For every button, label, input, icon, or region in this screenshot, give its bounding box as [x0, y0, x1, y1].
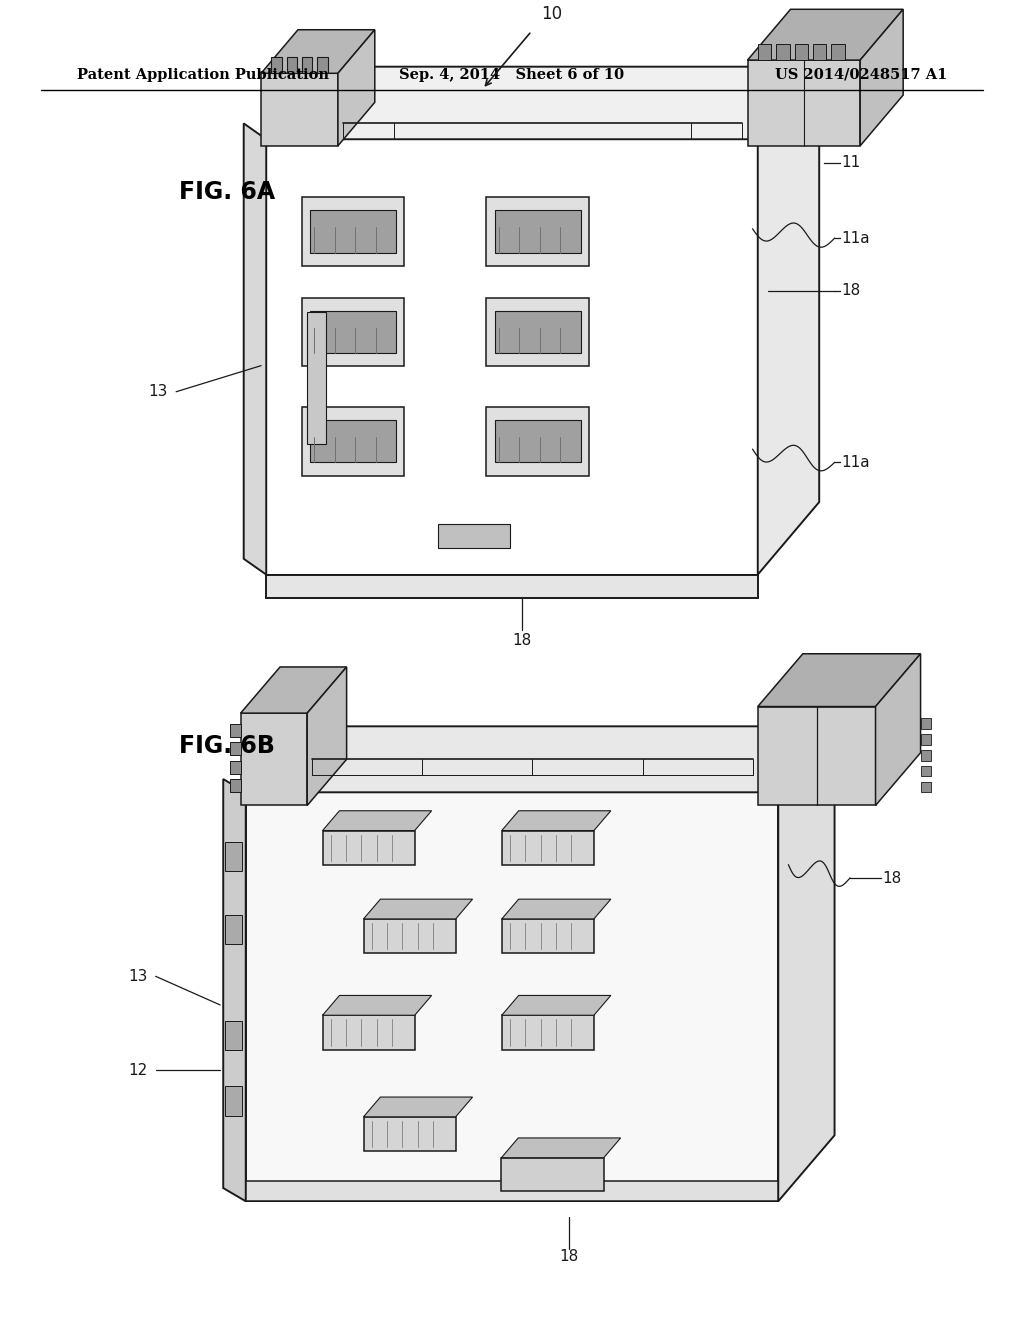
Polygon shape — [778, 726, 835, 1201]
Text: 11: 11 — [842, 156, 861, 170]
Bar — [831, 45, 845, 61]
Polygon shape — [246, 726, 835, 792]
Text: Sep. 4, 2014   Sheet 6 of 10: Sep. 4, 2014 Sheet 6 of 10 — [399, 67, 625, 82]
Bar — [302, 197, 404, 265]
Bar — [317, 58, 328, 74]
Bar — [246, 792, 778, 1201]
Bar — [261, 74, 338, 145]
Polygon shape — [338, 30, 375, 145]
Polygon shape — [502, 919, 594, 953]
Bar — [813, 45, 826, 61]
Polygon shape — [241, 667, 346, 713]
Polygon shape — [266, 574, 758, 598]
Bar — [225, 1020, 243, 1049]
Polygon shape — [323, 830, 415, 865]
Bar — [271, 58, 282, 74]
Text: 11a: 11a — [842, 455, 870, 470]
Bar — [486, 197, 589, 265]
Bar — [438, 524, 510, 548]
Bar — [287, 58, 297, 74]
Polygon shape — [876, 653, 921, 805]
Polygon shape — [502, 899, 610, 919]
Polygon shape — [502, 830, 594, 865]
Text: 18: 18 — [883, 871, 902, 886]
Bar — [266, 139, 758, 574]
Bar — [230, 723, 241, 737]
Bar — [246, 1181, 778, 1201]
Polygon shape — [323, 1015, 415, 1049]
Polygon shape — [364, 1117, 456, 1151]
Polygon shape — [502, 1138, 621, 1158]
Polygon shape — [266, 67, 819, 139]
Polygon shape — [758, 67, 819, 574]
Bar — [921, 734, 931, 744]
Bar — [310, 310, 396, 352]
Polygon shape — [323, 810, 432, 830]
Bar — [230, 760, 241, 774]
Bar — [241, 713, 307, 805]
Bar — [302, 297, 404, 366]
Polygon shape — [502, 810, 610, 830]
Text: 10: 10 — [542, 5, 562, 24]
Bar — [225, 1086, 243, 1115]
Text: 12: 12 — [128, 1063, 147, 1078]
Bar — [302, 58, 312, 74]
Bar — [758, 45, 771, 61]
Bar — [748, 61, 860, 145]
Polygon shape — [758, 653, 921, 706]
Text: FIG. 6B: FIG. 6B — [179, 734, 275, 758]
Bar — [776, 45, 790, 61]
Bar — [230, 779, 241, 792]
Text: 13: 13 — [128, 969, 147, 983]
Polygon shape — [244, 123, 266, 574]
Bar — [230, 742, 241, 755]
Polygon shape — [364, 1097, 472, 1117]
Polygon shape — [307, 667, 346, 805]
Text: 11a: 11a — [842, 231, 870, 246]
Bar — [495, 420, 581, 462]
Bar — [225, 842, 243, 871]
Polygon shape — [860, 9, 903, 145]
Bar — [225, 915, 243, 944]
Polygon shape — [223, 779, 246, 1201]
Polygon shape — [502, 1158, 604, 1191]
Bar — [495, 210, 581, 252]
Text: FIG. 6A: FIG. 6A — [179, 180, 275, 205]
Bar — [795, 45, 808, 61]
Bar — [310, 210, 396, 252]
Bar — [921, 718, 931, 729]
Bar — [921, 781, 931, 792]
Bar — [921, 766, 931, 776]
Polygon shape — [261, 30, 375, 74]
Text: 18: 18 — [513, 634, 531, 648]
Polygon shape — [748, 9, 903, 61]
Text: 18: 18 — [560, 1249, 579, 1265]
Bar — [486, 297, 589, 366]
Bar — [921, 750, 931, 760]
Polygon shape — [502, 995, 610, 1015]
Bar — [310, 420, 396, 462]
Polygon shape — [364, 919, 456, 953]
Text: 18: 18 — [842, 284, 861, 298]
Polygon shape — [364, 899, 472, 919]
Text: US 2014/0248517 A1: US 2014/0248517 A1 — [775, 67, 947, 82]
Bar — [758, 706, 876, 805]
Text: 13: 13 — [148, 384, 168, 399]
Polygon shape — [502, 1015, 594, 1049]
Bar — [495, 310, 581, 352]
Bar — [302, 407, 404, 475]
Bar — [307, 312, 326, 444]
Polygon shape — [323, 995, 432, 1015]
Text: Patent Application Publication: Patent Application Publication — [77, 67, 329, 82]
Bar — [486, 407, 589, 475]
